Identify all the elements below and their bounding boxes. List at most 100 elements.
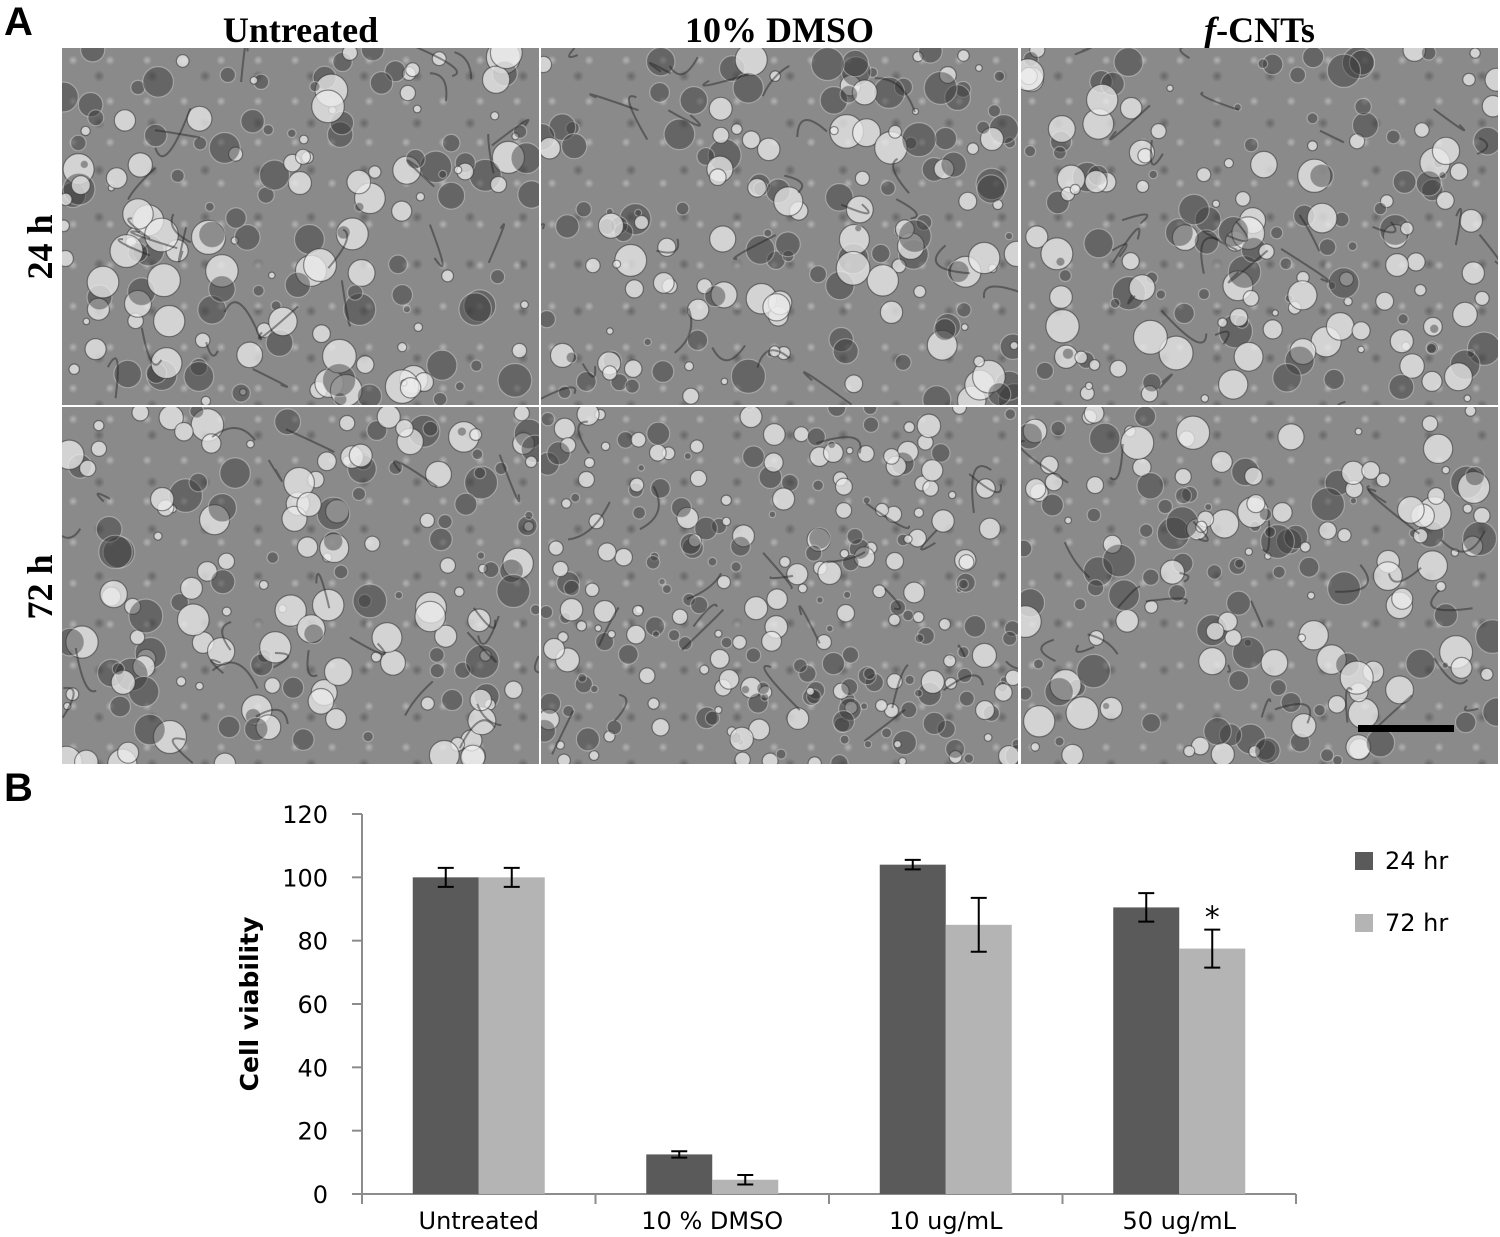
cell-blob (80, 48, 106, 63)
cell-blob (805, 686, 815, 696)
cell-process (1366, 485, 1387, 504)
cell-blob (102, 535, 136, 569)
cell-blob (346, 169, 372, 195)
cell-blob (819, 85, 849, 115)
cell-blob (798, 664, 817, 683)
cell-blob (1354, 97, 1372, 116)
cell-blob (1260, 524, 1295, 559)
cell-blob (848, 538, 871, 560)
cell-blob (413, 322, 424, 332)
cell-blob (584, 582, 600, 598)
cell-blob (781, 249, 795, 263)
cell-process (1478, 233, 1498, 265)
cell-blob (602, 365, 618, 381)
cell-process (1261, 520, 1271, 553)
cell-blob (979, 126, 1005, 152)
cell-process (1109, 104, 1151, 141)
cell-blob (1443, 362, 1473, 392)
cell-blob (1302, 48, 1325, 69)
cell-blob (922, 479, 940, 497)
cell-blob (839, 734, 850, 745)
cell-blob (971, 642, 997, 668)
cell-process (1121, 213, 1149, 225)
cell-blob (825, 624, 834, 633)
cell-process (273, 651, 290, 669)
cell-process (541, 386, 577, 400)
y-tick-label: 80 (297, 928, 328, 956)
cell-blob (351, 486, 367, 502)
cell-blob (557, 753, 571, 764)
column-title-fcnts-rest: -CNTs (1216, 10, 1315, 50)
cell-blob (948, 490, 957, 500)
cell-blob (606, 327, 614, 335)
cell-process (477, 615, 500, 646)
cell-blob (744, 596, 769, 621)
cell-blob (1425, 342, 1438, 354)
cell-blob (992, 199, 1004, 211)
cell-process (428, 224, 444, 268)
cell-process (498, 454, 521, 502)
cell-process (957, 644, 967, 658)
cell-process (656, 238, 680, 254)
cell-blob (1327, 571, 1362, 606)
cell-process (1336, 400, 1346, 405)
cell-blob (574, 675, 593, 694)
cell-blob (756, 137, 781, 162)
cell-blob (490, 111, 500, 121)
cell-blob (1423, 316, 1443, 337)
cell-blob (938, 66, 957, 84)
cell-blob (1206, 564, 1223, 580)
cell-blob (930, 443, 951, 463)
cell-blob (972, 359, 1006, 394)
legend-swatch-72hr (1355, 914, 1373, 932)
cell-blob (911, 107, 920, 116)
cell-blob (1466, 331, 1498, 366)
cell-blob (934, 312, 961, 340)
cell-process (628, 95, 649, 141)
cell-blob (294, 148, 312, 165)
cell-blob (1049, 285, 1073, 310)
cell-blob (1310, 487, 1345, 522)
cell-blob (1083, 556, 1114, 587)
cell-blob (1421, 370, 1443, 392)
cell-blob (880, 180, 896, 196)
cell-blob (316, 496, 351, 531)
cell-blob (730, 561, 742, 573)
cell-blob (758, 685, 773, 700)
cell-blob (555, 740, 565, 750)
cell-blob (933, 158, 955, 180)
cell-blob (1047, 114, 1076, 143)
cell-blob (1040, 493, 1064, 517)
cell-blob (998, 745, 1018, 764)
cell-process (733, 234, 777, 260)
cell-blob (679, 86, 709, 115)
cell-blob (1021, 58, 1045, 92)
cell-blob (577, 673, 588, 683)
cell-blob (122, 198, 154, 230)
cell-blob (652, 271, 675, 294)
cell-blob (943, 654, 957, 668)
cell-blob (1392, 169, 1417, 194)
cell-blob (65, 625, 99, 659)
cell-blob (1024, 145, 1037, 158)
cell-blob (228, 146, 244, 162)
cell-blob (832, 682, 850, 700)
cell-blob (1461, 261, 1485, 285)
cell-blob (975, 700, 996, 721)
cell-blob (958, 578, 969, 590)
cell-blob (150, 347, 183, 380)
cell-blob (1121, 252, 1140, 271)
cell-blob (661, 584, 672, 595)
cell-blob (708, 96, 733, 121)
cell-blob (1427, 487, 1446, 505)
cell-blob (1306, 112, 1319, 125)
cell-blob (769, 70, 781, 82)
y-tick-label: 120 (282, 801, 328, 829)
cell-process (1226, 220, 1249, 242)
cell-process (1200, 236, 1220, 274)
cell-blob (362, 730, 374, 743)
cell-blob (463, 289, 497, 323)
cell-blob (638, 667, 656, 685)
row-label-72h: 72 h (20, 554, 60, 620)
cell-process (1388, 567, 1422, 583)
